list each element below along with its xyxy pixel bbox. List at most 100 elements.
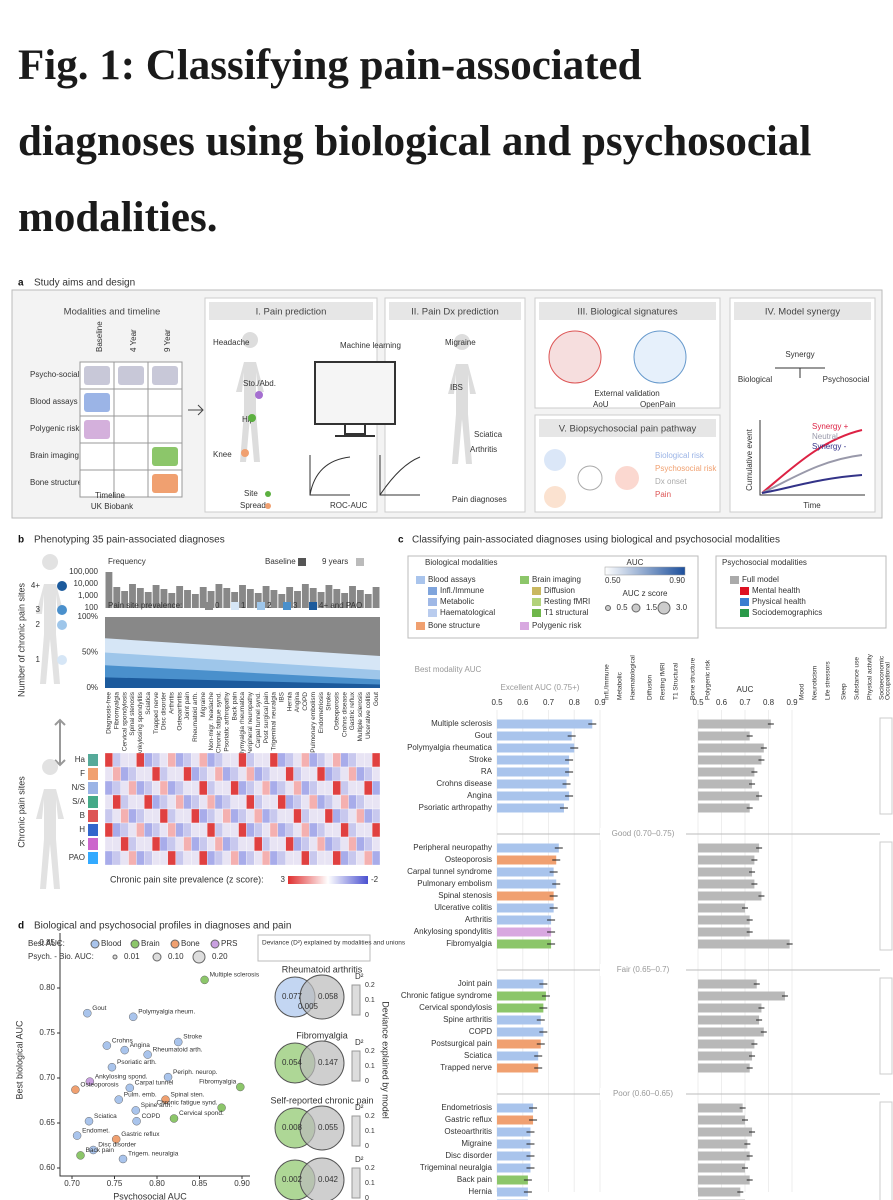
heat-cell xyxy=(159,850,169,866)
legend-swatch xyxy=(740,598,749,606)
heat-cell xyxy=(214,752,224,768)
heat-cell xyxy=(144,850,153,866)
frequency-bar xyxy=(341,593,349,608)
group-label: Good (0.70–0.75) xyxy=(612,829,675,838)
d2-tick: 0.2 xyxy=(365,1048,375,1055)
psych-bar xyxy=(698,1063,750,1073)
heat-cell xyxy=(269,808,279,824)
diagnosis-label: Ankylosing spondylitis xyxy=(137,691,144,755)
legend-dot xyxy=(210,939,220,949)
heat-cell xyxy=(112,808,121,824)
legend-swatch xyxy=(740,609,749,617)
heat-cell xyxy=(309,808,318,824)
point-label: Sciatica xyxy=(94,1113,117,1120)
frequency-bar xyxy=(301,584,309,608)
point xyxy=(128,1012,138,1022)
point xyxy=(107,1062,117,1072)
legend-swatch xyxy=(283,602,291,610)
heat-cell xyxy=(261,850,271,866)
heat-cell xyxy=(356,850,365,866)
heat-cell xyxy=(293,766,302,782)
heat-cell xyxy=(112,766,121,782)
column-label: Metabolic xyxy=(617,671,624,700)
diagnosis-label: Trapped nerve xyxy=(153,692,160,734)
bio-bar xyxy=(497,791,570,801)
modality: Blood assays xyxy=(30,397,78,406)
site-label: Sto./Abd. xyxy=(243,379,276,388)
modality: Bone structure xyxy=(30,478,83,487)
diagnosis-label: Spinal stenosis xyxy=(129,691,136,735)
group-label-bg xyxy=(600,828,686,840)
venn-title: Rheumatoid arthritis xyxy=(282,964,363,974)
bio-bar xyxy=(497,755,570,765)
legend-label: Polygenic risk xyxy=(532,621,582,630)
legend-swatch xyxy=(416,622,425,630)
heat-cell xyxy=(222,752,231,768)
point xyxy=(76,1151,85,1160)
heat-cell xyxy=(293,836,302,852)
frequency-bar xyxy=(239,585,246,608)
synergy-lines xyxy=(775,367,825,378)
heat-cell xyxy=(230,752,239,768)
heat-cell xyxy=(199,780,208,796)
y-tick-label: 0.85 xyxy=(39,938,55,947)
heat-cell xyxy=(151,780,161,796)
heat-cell xyxy=(230,794,239,810)
heat-cell xyxy=(332,808,341,824)
legend-label: Blood assays xyxy=(428,575,476,584)
heat-cell xyxy=(136,822,145,838)
point xyxy=(111,1134,121,1144)
box-title: V. Biopsychosocial pain pathway xyxy=(559,424,697,435)
heat-cell xyxy=(277,822,286,838)
legend-label: Resting fMRI xyxy=(544,597,590,606)
diagnosis-label: Migraine xyxy=(200,692,207,717)
diagnosis-label: Ulcerative colitis xyxy=(434,903,492,912)
frequency-bar xyxy=(278,594,286,608)
diagnosis-label: Chronic fatigue synd. xyxy=(216,692,223,753)
psych-bar xyxy=(698,867,753,877)
heat-cell xyxy=(144,780,153,796)
chart-label: Pain site prevalence: xyxy=(108,601,182,610)
heat-cell xyxy=(269,794,279,810)
venn-title: Fibromyalgia xyxy=(296,1030,348,1040)
diagnosis-label: Sciatica xyxy=(464,1051,493,1060)
heat-cell xyxy=(332,794,341,810)
size-label: 1.5 xyxy=(646,603,658,612)
heat-cell xyxy=(183,850,192,866)
heat-cell xyxy=(285,780,294,796)
heat-cell xyxy=(332,836,341,852)
heat-cell xyxy=(206,780,216,796)
legend-label: Mental health xyxy=(752,586,800,595)
heat-cell xyxy=(214,822,224,838)
colorbar-end: -2 xyxy=(371,875,379,884)
heat-cell xyxy=(340,850,349,866)
venn-right xyxy=(299,1040,345,1086)
heat-cell xyxy=(371,822,381,838)
size-key xyxy=(192,950,206,964)
point xyxy=(85,1077,95,1086)
heat-cell xyxy=(175,808,184,824)
grid-cell xyxy=(113,388,149,417)
diagnosis-label: Pulmonary embolism xyxy=(417,879,492,888)
frequency-bar xyxy=(356,590,364,608)
axis-title: Best modality AUC xyxy=(415,665,482,674)
curve xyxy=(761,429,863,494)
point xyxy=(161,1095,170,1104)
heat-cell xyxy=(112,752,121,768)
psych-bar xyxy=(698,1115,745,1125)
legend-swatch xyxy=(257,602,265,610)
heat-cell xyxy=(120,808,129,824)
site-swatch xyxy=(88,810,98,822)
heat-cell xyxy=(269,752,279,768)
legend-swatch xyxy=(428,598,437,606)
colorbar-end: 0.50 xyxy=(605,576,621,585)
heat-cell xyxy=(261,780,271,796)
point-label: Stroke xyxy=(183,1034,202,1041)
d2-tick: 0.2 xyxy=(365,982,375,989)
heat-cell xyxy=(222,780,231,796)
frequency-bar xyxy=(246,589,254,608)
box-title: II. Pain Dx prediction xyxy=(411,307,499,318)
heat-cell xyxy=(340,766,349,782)
column-label: Diffusion xyxy=(647,674,654,700)
diagnosis-label: IBS xyxy=(279,691,286,702)
